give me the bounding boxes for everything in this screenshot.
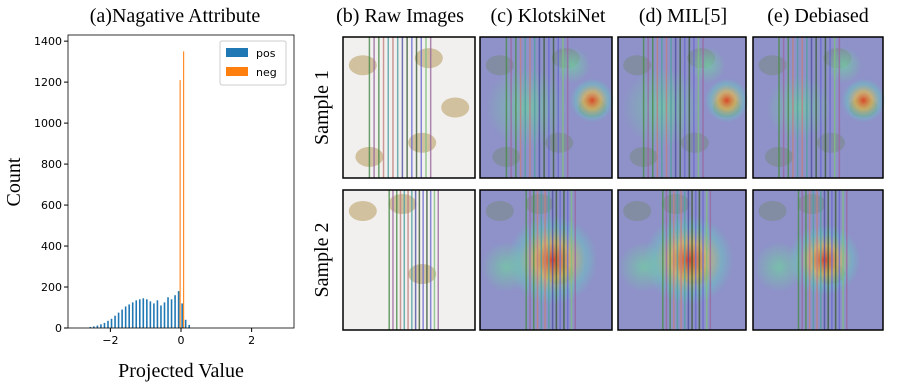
row-label: Sample 1	[311, 70, 333, 145]
bar	[156, 300, 159, 328]
heat-blob	[554, 47, 591, 84]
bar	[89, 326, 92, 328]
y-tick-label: 1400	[34, 35, 62, 48]
chart-title: (a)Nagative Attribute	[90, 5, 261, 27]
bar	[93, 326, 95, 328]
legend-label: pos	[256, 47, 276, 60]
cell	[485, 201, 514, 221]
bar	[128, 304, 130, 328]
image-frame	[342, 189, 476, 331]
bar	[181, 303, 183, 328]
bar	[160, 305, 162, 328]
bar	[117, 312, 120, 328]
bar	[179, 80, 181, 328]
image-frame	[342, 36, 476, 179]
bar	[167, 297, 169, 328]
cell	[525, 194, 554, 214]
cell	[797, 194, 826, 214]
x-tick-label: 2	[248, 334, 255, 347]
bar	[135, 300, 138, 328]
cell	[758, 55, 787, 76]
panel-title: (d) MIL[5]	[639, 5, 727, 27]
y-tick-label: 600	[41, 199, 62, 212]
cell	[441, 97, 470, 118]
cell	[661, 194, 690, 214]
image-frame	[617, 36, 747, 179]
panel-title: (c) KlotskiNet	[491, 5, 606, 27]
image-frame	[479, 189, 613, 331]
bar	[107, 320, 109, 328]
bar	[163, 302, 166, 328]
cell	[758, 201, 787, 221]
bar	[146, 299, 148, 328]
bar	[177, 291, 180, 328]
cell	[348, 55, 377, 76]
x-axis-label: Projected Value	[118, 360, 244, 382]
bar	[103, 322, 106, 328]
heat-blob	[826, 47, 862, 84]
y-tick-label: 200	[41, 281, 62, 294]
legend-label: neg	[256, 66, 277, 79]
cell	[348, 201, 377, 221]
y-axis-label: Count	[3, 157, 25, 206]
legend-swatch	[226, 67, 248, 76]
panel-title: (e) Debiased	[767, 5, 869, 27]
y-tick-label: 1000	[34, 117, 62, 130]
panel-title: (b) Raw Images	[336, 5, 464, 27]
image-frame	[752, 36, 884, 179]
bar	[100, 324, 102, 328]
image-frame	[617, 189, 747, 331]
bar	[184, 319, 187, 328]
x-tick-label: 0	[178, 334, 185, 347]
bar	[149, 301, 152, 328]
heat-blob	[618, 242, 669, 292]
bar	[96, 325, 99, 328]
heat-blob	[766, 75, 831, 140]
bar	[114, 315, 116, 328]
heat-blob	[622, 67, 703, 148]
heat-blob	[570, 78, 615, 123]
image-grid	[342, 36, 886, 331]
bar	[124, 306, 127, 328]
heat-blob	[481, 242, 532, 292]
bar	[110, 318, 113, 328]
y-tick-label: 800	[41, 158, 62, 171]
cell	[414, 48, 443, 69]
bar	[131, 302, 134, 328]
heat-blob	[704, 78, 749, 123]
image-frame	[752, 189, 884, 331]
bar	[142, 298, 145, 328]
bar	[188, 324, 191, 328]
row-label: Sample 2	[311, 223, 333, 298]
legend-swatch	[226, 48, 248, 57]
y-tick-label: 400	[41, 240, 62, 253]
bar	[174, 295, 176, 328]
image-frame	[479, 36, 613, 179]
bar	[153, 303, 155, 328]
x-tick-label: −2	[102, 334, 118, 347]
bar	[138, 299, 141, 328]
heat-blob	[689, 47, 726, 84]
heat-blob	[754, 242, 804, 292]
bar	[121, 309, 123, 328]
heat-blob	[841, 78, 886, 123]
y-tick-label: 0	[55, 322, 62, 335]
cell	[408, 132, 437, 153]
cell	[388, 194, 417, 214]
cell	[623, 201, 652, 221]
cell	[817, 132, 845, 153]
y-tick-label: 1200	[34, 76, 62, 89]
bar	[170, 299, 173, 328]
bar	[183, 51, 185, 329]
